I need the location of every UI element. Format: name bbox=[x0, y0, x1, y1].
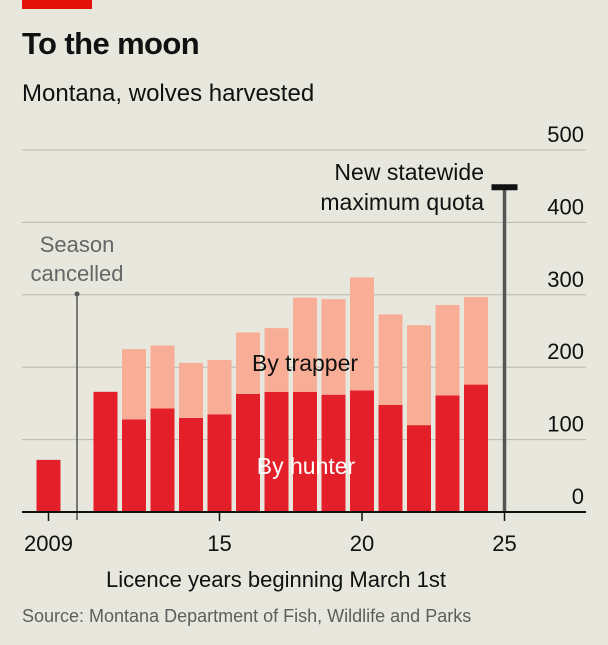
bar-hunter bbox=[36, 459, 61, 512]
y-tick-label: 0 bbox=[572, 484, 584, 509]
bar-hunter bbox=[378, 404, 403, 512]
bar-hunter bbox=[264, 391, 289, 512]
bar-hunter bbox=[293, 391, 317, 512]
bar-trapper bbox=[264, 328, 289, 392]
x-axis-label: Licence years beginning March 1st bbox=[106, 567, 446, 592]
bar-trapper bbox=[207, 359, 232, 415]
bar-trapper bbox=[464, 296, 488, 385]
bar-trapper bbox=[435, 304, 460, 396]
bar-hunter bbox=[464, 384, 488, 512]
series-label-trapper: By trapper bbox=[252, 350, 358, 376]
series-label-hunter: By hunter bbox=[257, 453, 356, 479]
chart-subtitle: Montana, wolves harvested bbox=[22, 80, 315, 107]
y-tick-label: 500 bbox=[547, 122, 584, 147]
x-tick-label: 20 bbox=[350, 531, 374, 556]
bar-hunter bbox=[207, 414, 232, 512]
brand-accent-bar bbox=[22, 0, 92, 9]
x-tick-label: 25 bbox=[492, 531, 516, 556]
source-note: Source: Montana Department of Fish, Wild… bbox=[22, 606, 472, 626]
wolves-harvested-chart: Season cancelled New statewide maximum quot… bbox=[22, 122, 586, 592]
y-tick-label: 100 bbox=[547, 412, 584, 437]
bar-hunter bbox=[407, 425, 431, 512]
axes: 0 100 200 300 400 500 2009 15 20 25 Licence years … bbox=[22, 122, 586, 592]
series-labels: By trapper By hunter bbox=[252, 350, 358, 479]
season-cancelled-dot bbox=[74, 291, 80, 297]
bar-hunter bbox=[93, 391, 118, 512]
bar-hunter bbox=[150, 408, 175, 512]
bar-trapper bbox=[179, 362, 203, 418]
bar-hunter bbox=[122, 419, 146, 512]
bar-trapper bbox=[407, 325, 431, 426]
annotations: Season cancelled New statewide maximum quot… bbox=[31, 159, 518, 520]
bar-trapper bbox=[293, 297, 317, 392]
bar-trapper bbox=[378, 314, 403, 405]
bar-trapper bbox=[236, 332, 260, 394]
y-tick-label: 200 bbox=[547, 339, 584, 364]
bar-hunter bbox=[435, 395, 460, 512]
x-tick-label: 2009 bbox=[24, 531, 73, 556]
chart-title: To the moon bbox=[22, 26, 200, 61]
bar-hunter bbox=[350, 390, 374, 512]
bar-hunter bbox=[179, 417, 203, 512]
season-cancelled-label: cancelled bbox=[31, 261, 124, 286]
bar-trapper bbox=[350, 277, 374, 391]
bar-hunter bbox=[321, 394, 346, 512]
bar-trapper bbox=[321, 299, 346, 395]
bars bbox=[36, 277, 488, 512]
bar-trapper bbox=[122, 349, 146, 420]
season-cancelled-label: Season bbox=[40, 232, 115, 257]
quota-label: maximum quota bbox=[320, 189, 484, 215]
y-tick-label: 400 bbox=[547, 194, 584, 219]
quota-label: New statewide bbox=[334, 159, 484, 185]
bar-hunter bbox=[236, 393, 260, 512]
bar-trapper bbox=[150, 345, 175, 409]
y-tick-label: 300 bbox=[547, 267, 584, 292]
x-tick-label: 15 bbox=[207, 531, 231, 556]
